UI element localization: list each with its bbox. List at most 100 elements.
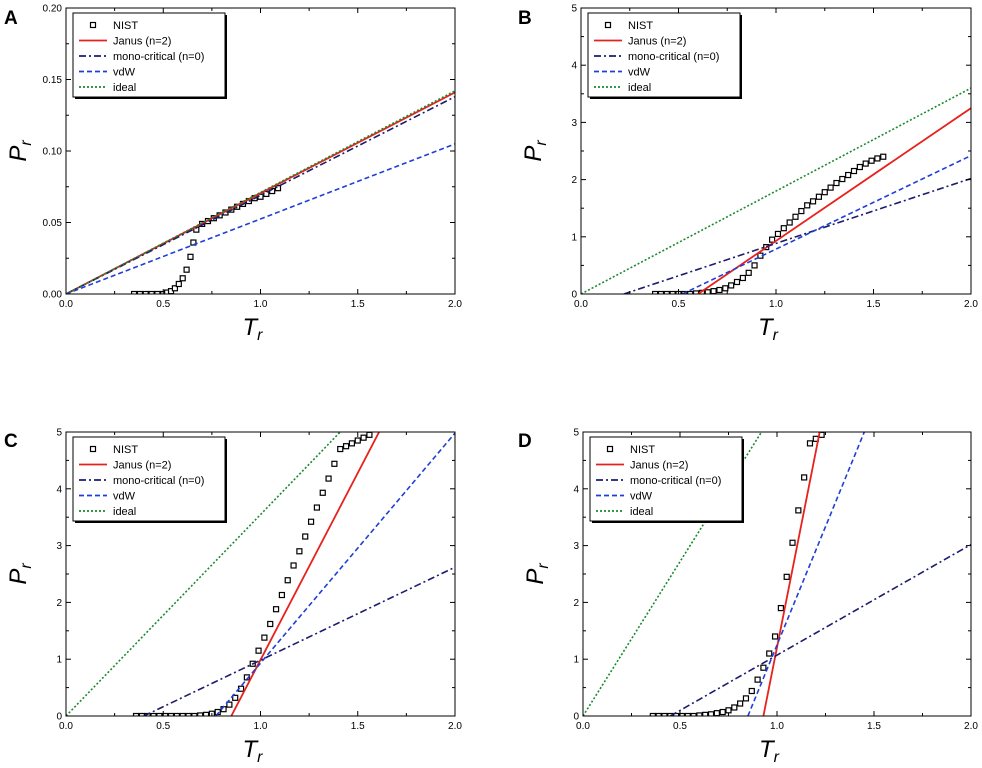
panel-b-legend-box (587, 12, 741, 98)
panel-d-nist-point (655, 712, 662, 716)
panel-a-nist-point (130, 290, 138, 294)
panel-a-legend-box (72, 12, 226, 98)
panel-c-nist-point (179, 712, 186, 716)
panel-b-letter: B (518, 8, 532, 29)
panel-d-nist-point (806, 440, 814, 447)
panel-b-nist-point (845, 171, 852, 179)
panel-a-legend-label-mono-critical-n-0: mono-critical (n=0) (113, 51, 204, 63)
panel-c-nist-point (284, 577, 291, 584)
panel-b-nist-point (874, 155, 881, 162)
panel-b-xtick-label: 2.0 (964, 299, 978, 310)
panel-b-nist-point (651, 290, 659, 294)
panel-a-nist-point (148, 290, 155, 294)
panel-a-ytick-label: 0.00 (43, 290, 63, 301)
panel-c-nist-point (226, 701, 233, 708)
panel-c-nist-point (185, 712, 192, 716)
panel-c-x-axis-title: Tr (243, 736, 264, 766)
panel-d-nist-point (783, 573, 790, 580)
panel-d-legend-label-vdw: vdW (630, 491, 653, 503)
panel-c-legend-label-janus-n-2: Janus (n=2) (113, 460, 171, 472)
panel-b-legend-label-mono-critical-n-0: mono-critical (n=0) (628, 51, 719, 63)
panel-d-xtick-label: 1.0 (770, 721, 784, 732)
panel-b-nist-point (880, 153, 887, 160)
panel-b-y-axis-title-sub: r (533, 140, 550, 146)
panel-b-xtick-label: 1.0 (769, 299, 783, 310)
panel-d-ytick-label: 5 (573, 428, 579, 439)
panel-a-xtick-label: 0.5 (156, 299, 170, 310)
panel-d-nist-point (748, 687, 755, 695)
panel-b-nist-point (774, 230, 782, 238)
panel-c-nist-point (232, 694, 239, 701)
panel-d-ytick-label: 3 (573, 541, 579, 552)
panel-b-nist-point (722, 285, 729, 292)
panel-d-nist-point (742, 695, 750, 702)
panel-c-series-mono-critical-n-0 (143, 566, 455, 716)
panel-c-xtick-label: 0.5 (156, 721, 170, 732)
panel-d-nist-point (649, 712, 656, 716)
panel-c-y-axis-title-main: P (5, 569, 32, 585)
panel-b-legend-label-nist: NIST (628, 20, 653, 32)
panel-b-ytick-label: 3 (571, 118, 577, 129)
panel-c-nist-point (360, 434, 367, 441)
panel-a-xtick-label: 2.0 (448, 299, 462, 310)
panel-c-nist-point (132, 712, 140, 716)
panel-b-nist-point (809, 198, 817, 205)
panel-d-ytick-label: 4 (573, 484, 579, 495)
panel-c-nist-point (272, 606, 280, 613)
panel-a-legend: NIST Janus (n=2) mono-critical (n=0) vdW ide… (72, 12, 227, 99)
panel-c-xtick-label: 0.0 (59, 721, 73, 732)
panel-b-xtick-label: 0.5 (672, 299, 686, 310)
panel-b-nist-point (786, 219, 793, 226)
panel-a-legend-label-janus-n-2: Janus (n=2) (113, 36, 171, 48)
panel-d-nist-point (737, 700, 744, 707)
panel-b-nist-point (827, 184, 834, 191)
panel-c-series-group (66, 432, 455, 716)
panel-b-nist-point (728, 282, 735, 289)
panel-b-nist-point (704, 289, 711, 294)
panel-d-legend-label-janus-n-2: Janus (n=2) (630, 460, 688, 472)
panel-d-nist-point (771, 633, 779, 640)
panel-b-nist-point (815, 193, 823, 200)
panel-c-y-axis-title: Pr (5, 563, 35, 585)
panel-b-ytick-label: 0 (571, 290, 577, 301)
panel-a-ytick-label: 0.20 (43, 4, 63, 15)
panel-d-nist-point (731, 704, 738, 711)
panel-d-legend-swatch-nist (606, 445, 614, 453)
panel-c-ytick-label: 0 (56, 712, 62, 723)
panel-c-legend-label-vdw: vdW (113, 491, 136, 503)
panel-d-xtick-label: 2.0 (964, 721, 978, 732)
panel-b-legend-label-janus-n-2: Janus (n=2) (628, 36, 686, 48)
panel-c-nist-point (267, 620, 274, 628)
panel-c-x-axis-title-main: T (243, 736, 260, 763)
panel-c-nist-point (296, 548, 303, 555)
panel-d-nist-point (661, 712, 668, 716)
panel-b-legend-label-vdw: vdW (628, 67, 651, 79)
panel-b-nist-point (856, 163, 863, 171)
panel-c-nist-point (290, 562, 297, 569)
panel-b-nist-point (792, 213, 799, 220)
panel-b-nist-point (739, 274, 746, 282)
panel-d-series-janus-n-2 (762, 432, 821, 716)
panel-c-y-axis-title-sub: r (18, 563, 35, 569)
panel-b-nist-point (716, 286, 723, 294)
panel-b-ytick-label: 1 (571, 232, 577, 243)
panel-b-xtick-label: 1.5 (867, 299, 881, 310)
panel-d-xtick-label: 0.0 (576, 721, 590, 732)
panel-b-legend-label-ideal: ideal (628, 82, 651, 94)
panel-c-nist-point (162, 712, 169, 716)
panel-c-legend-box (72, 436, 226, 522)
panel-d-legend-label-nist: NIST (630, 444, 655, 456)
panel-c-nist-point (331, 460, 338, 467)
panel-a-legend-label-ideal: ideal (113, 82, 136, 94)
panel-d-nist-point (690, 712, 697, 716)
panel-d-x-axis-title-sub: r (774, 749, 780, 766)
panel-b-nist-point (751, 262, 758, 269)
panel-c-nist-point (348, 440, 356, 447)
panel-b-x-axis-title-main: T (758, 314, 775, 341)
panel-c-legend-label-mono-critical-n-0: mono-critical (n=0) (113, 475, 204, 487)
panel-d-nist-point (707, 711, 715, 716)
panel-a-y-axis-title-main: P (5, 146, 32, 162)
panel-b-nist-point (669, 290, 676, 294)
panel-c-nist-point (173, 712, 180, 716)
panel-a-nist-point (187, 253, 194, 260)
